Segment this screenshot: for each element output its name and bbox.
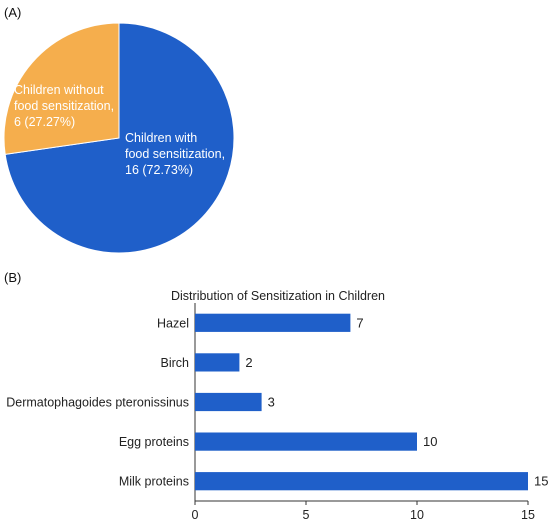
bar-3 bbox=[195, 432, 417, 451]
panel-a-label: (A) bbox=[4, 5, 21, 20]
x-tick-label-1: 5 bbox=[303, 508, 310, 521]
bar-4 bbox=[195, 472, 528, 491]
x-tick-label-2: 10 bbox=[410, 508, 424, 521]
category-label-3: Egg proteins bbox=[119, 435, 189, 449]
panel-b-label: (B) bbox=[4, 270, 21, 285]
category-label-2: Dermatophagoides pteronissinus bbox=[6, 396, 189, 410]
value-label-1: 2 bbox=[245, 355, 252, 370]
x-tick-label-0: 0 bbox=[192, 508, 199, 521]
pie-slice-label-1: Children without food sensitization, 6 (27… bbox=[14, 83, 114, 129]
bar-1 bbox=[195, 353, 240, 372]
value-label-0: 7 bbox=[356, 315, 363, 330]
pie-slice-1 bbox=[3, 22, 120, 155]
category-label-1: Birch bbox=[161, 356, 190, 370]
value-label-4: 15 bbox=[534, 474, 548, 489]
bar-chart: Hazel 7 Birch 2 Dermatophagoides pteronissin… bbox=[6, 303, 548, 521]
bar-chart-title: Distribution of Sensitization in Childre… bbox=[171, 289, 385, 303]
bar-0 bbox=[195, 313, 351, 332]
value-label-3: 10 bbox=[423, 434, 437, 449]
x-tick-label-3: 15 bbox=[521, 508, 535, 521]
bar-2 bbox=[195, 392, 262, 412]
pie-slice-0 bbox=[4, 22, 235, 254]
pie-chart: Children with food sensitization, 16 (72.7… bbox=[3, 22, 235, 254]
pie-slice-label-0: Children with food sensitization, 16 (72.7… bbox=[125, 131, 225, 177]
category-label-4: Milk proteins bbox=[119, 475, 189, 489]
value-label-2: 3 bbox=[268, 395, 275, 410]
category-label-0: Hazel bbox=[157, 316, 189, 330]
